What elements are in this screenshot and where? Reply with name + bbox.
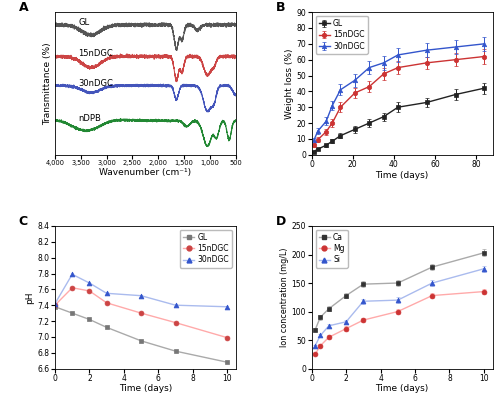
Text: A: A xyxy=(19,1,28,14)
X-axis label: Time (days): Time (days) xyxy=(119,384,172,394)
Text: B: B xyxy=(276,1,285,14)
Text: 30nDGC: 30nDGC xyxy=(78,79,113,88)
Text: nDPB: nDPB xyxy=(78,114,101,123)
Y-axis label: Transmittance (%): Transmittance (%) xyxy=(43,42,52,125)
X-axis label: Wavenumber (cm⁻¹): Wavenumber (cm⁻¹) xyxy=(100,168,192,177)
Legend: GL, 15nDGC, 30nDGC: GL, 15nDGC, 30nDGC xyxy=(180,230,232,268)
Legend: Ca, Mg, Si: Ca, Mg, Si xyxy=(316,230,348,268)
Text: GL: GL xyxy=(78,18,90,27)
Text: 15nDGC: 15nDGC xyxy=(78,49,113,58)
Legend: GL, 15nDGC, 30nDGC: GL, 15nDGC, 30nDGC xyxy=(316,16,368,54)
X-axis label: Time (days): Time (days) xyxy=(376,384,428,394)
Text: D: D xyxy=(276,215,286,228)
Y-axis label: pH: pH xyxy=(26,291,35,303)
X-axis label: Time (days): Time (days) xyxy=(376,171,428,180)
Text: C: C xyxy=(19,215,28,228)
Y-axis label: Ion concentration (mg/L): Ion concentration (mg/L) xyxy=(280,247,289,347)
Y-axis label: Weight loss (%): Weight loss (%) xyxy=(284,48,294,119)
